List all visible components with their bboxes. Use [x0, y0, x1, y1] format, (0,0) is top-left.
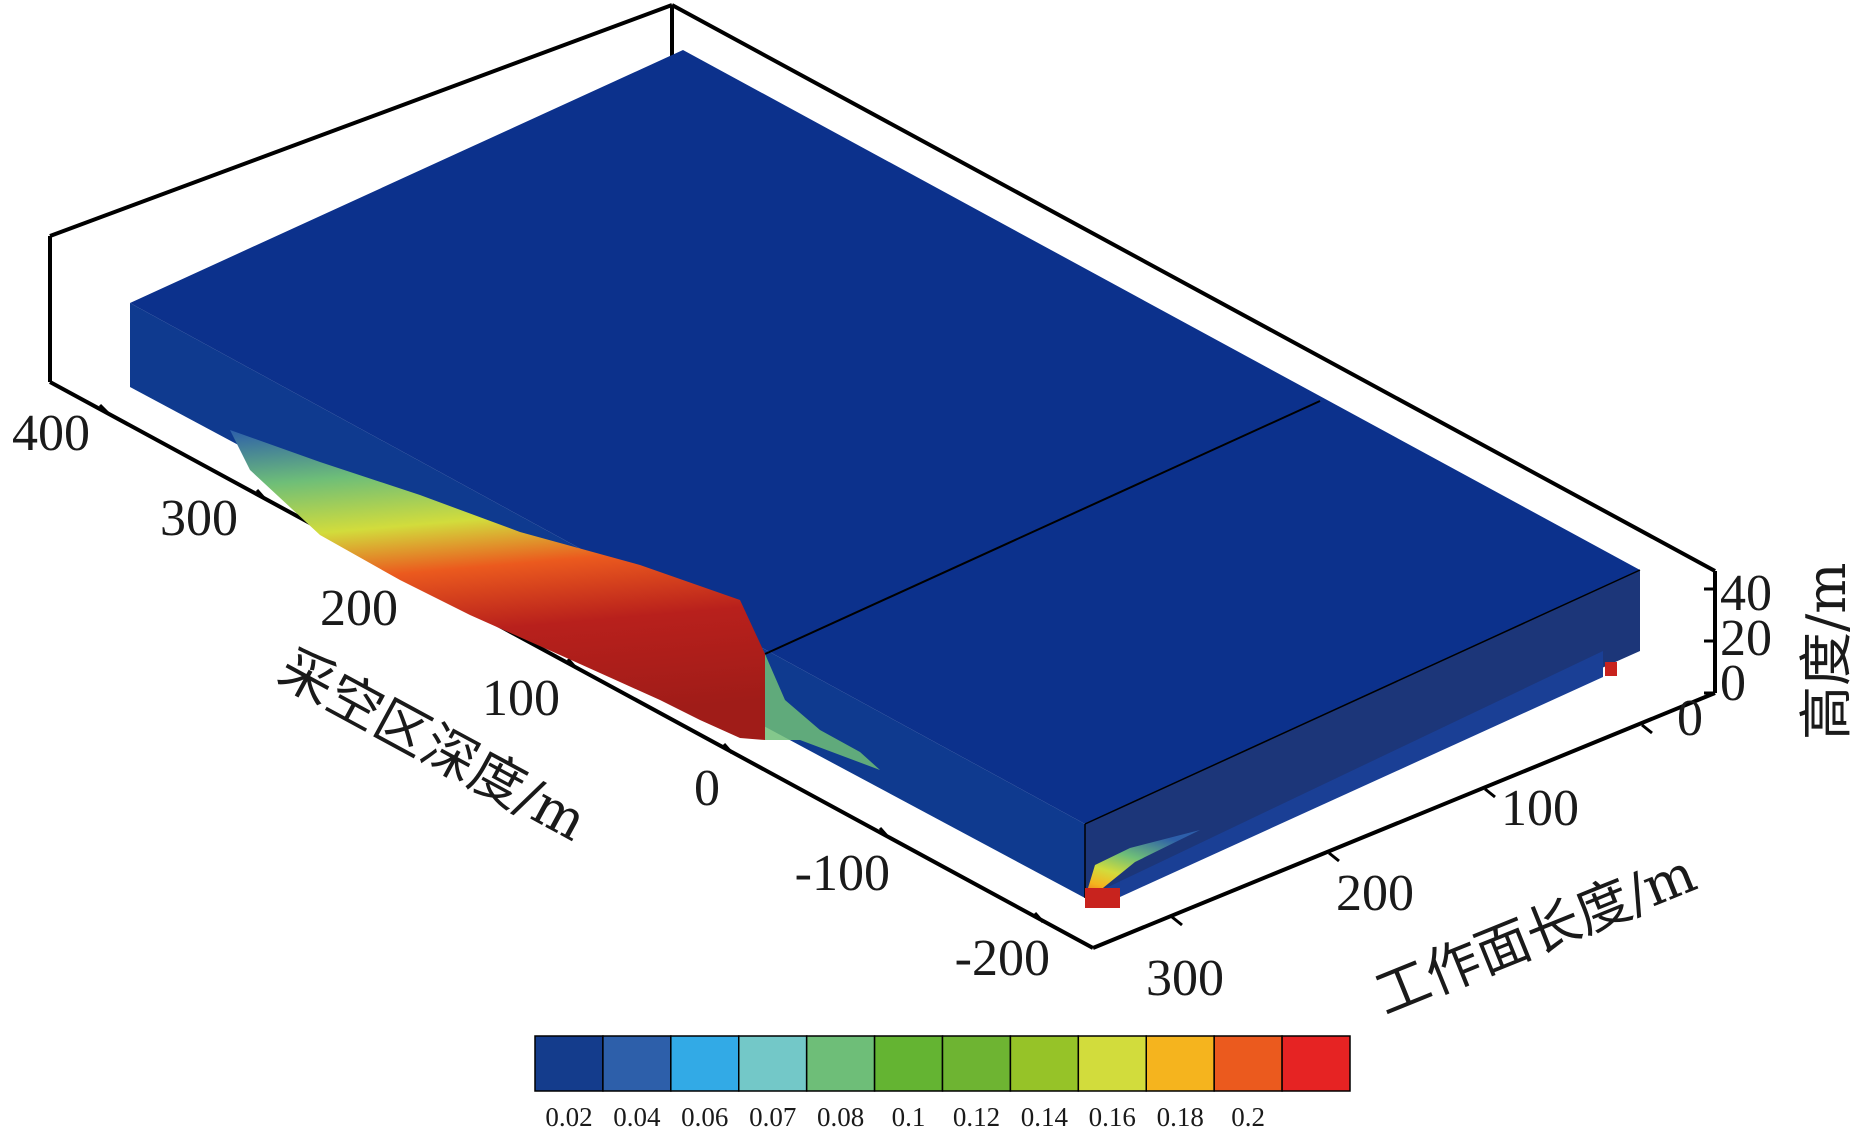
height-axis-title: 高度/m: [1795, 563, 1858, 740]
length-tick: [1484, 787, 1496, 799]
colorbar-swatches: [534, 1035, 1351, 1092]
colorbar-tick-label: 0.06: [681, 1102, 728, 1127]
colorbar-swatch: [1213, 1035, 1283, 1092]
colorbar-tick-label: 0.12: [953, 1102, 1000, 1127]
length-tick-label: 300: [1146, 950, 1224, 1007]
depth-tick: [1033, 912, 1045, 923]
colorbar: 0.02 0.04 0.06 0.07 0.08 0.1 0.12 0.14 0.16 0.18 0…: [534, 1035, 1351, 1127]
colorbar-tick-label: 0.16: [1089, 1102, 1136, 1127]
length-tick: [1641, 723, 1653, 735]
depth-tick-label: 200: [320, 580, 398, 637]
colorbar-swatch: [602, 1035, 672, 1092]
depth-tick-label: -100: [795, 845, 890, 902]
length-tick: [1328, 851, 1340, 863]
height-tick-label: 0: [1720, 655, 1746, 712]
colorbar-swatch: [534, 1035, 604, 1092]
colorbar-swatch: [1009, 1035, 1080, 1092]
colorbar-swatch: [738, 1035, 808, 1092]
colorbar-swatch: [805, 1035, 876, 1092]
frame-right-bottom-edge: [1092, 691, 1716, 950]
depth-tick-label: 100: [482, 670, 560, 727]
frame-back-left-edge: [49, 3, 673, 238]
depth-tick: [98, 403, 111, 416]
height-tick-labels: 40 20 0: [1720, 565, 1772, 712]
height-tick-label: 40: [1720, 565, 1772, 622]
right-face: [1085, 570, 1640, 898]
colorbar-swatch: [941, 1035, 1012, 1092]
top-face-seam: [764, 400, 1321, 655]
height-axis-ticks: [1704, 587, 1715, 695]
length-tick-labels: 0 100 200 300: [1146, 690, 1703, 1007]
depth-tick: [566, 658, 578, 669]
length-tick-label: 0: [1677, 690, 1703, 747]
length-axis-title: 工作面长度/m: [1366, 841, 1704, 1027]
colorbar-swatch: [1281, 1035, 1351, 1092]
colorbar-tick-label: 0.02: [545, 1102, 592, 1127]
gob-block: [130, 50, 1641, 908]
top-face: [130, 50, 1640, 824]
colorbar-tick-label: 0.18: [1157, 1102, 1204, 1127]
right-end-high-zone: [1605, 662, 1617, 676]
seam-concentration-contour: [765, 654, 880, 770]
lower-step-face: [1085, 651, 1603, 907]
top-face-edge: [1084, 569, 1641, 825]
depth-axis-title: 采空区深度/m: [269, 636, 597, 853]
colorbar-tick-label: 0.07: [749, 1102, 796, 1127]
height-tick-label: 20: [1720, 610, 1772, 667]
colorbar-tick-label: 0.14: [1021, 1102, 1069, 1127]
length-tick-label: 100: [1501, 780, 1579, 837]
colorbar-swatch: [1077, 1035, 1147, 1092]
depth-tick-label: -200: [955, 930, 1050, 987]
depth-tick: [878, 827, 890, 838]
depth-tick-label: 400: [12, 405, 90, 462]
depth-tick-labels: 400 300 200 100 0 -100 -200: [12, 405, 1050, 987]
colorbar-tick-label: 0.08: [817, 1102, 864, 1127]
depth-tick-label: 0: [694, 760, 720, 817]
length-tick-label: 200: [1336, 865, 1414, 922]
corner-high-zone: [1085, 888, 1120, 908]
colorbar-tick-label: 0.2: [1231, 1102, 1265, 1127]
length-axis-ticks: [1171, 723, 1653, 927]
colorbar-labels: 0.02 0.04 0.06 0.07 0.08 0.1 0.12 0.14 0.16 0.18 0…: [545, 1102, 1265, 1127]
depth-tick: [722, 743, 734, 754]
colorbar-swatch: [670, 1035, 740, 1092]
colorbar-tick-label: 0.04: [613, 1102, 661, 1127]
colorbar-swatch: [1145, 1035, 1215, 1092]
depth-tick: [255, 489, 267, 500]
front-concentration-contour: [230, 430, 765, 740]
frame-back-top-edge: [671, 3, 1716, 573]
colorbar-swatch: [873, 1035, 944, 1092]
depth-tick-label: 300: [160, 490, 238, 547]
length-tick: [1171, 915, 1183, 927]
colorbar-tick-label: 0.1: [892, 1102, 926, 1127]
